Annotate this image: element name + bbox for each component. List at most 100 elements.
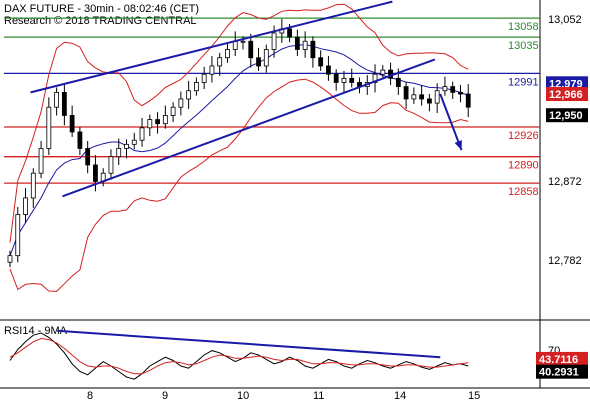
candle-body xyxy=(256,57,261,67)
candle-body xyxy=(419,94,425,100)
candle-body xyxy=(318,57,324,67)
rsi-tag-label: 43.7116 xyxy=(539,354,578,366)
price-axis-ticks: 13,052 12,872 12,782 xyxy=(548,14,582,267)
candle-body xyxy=(326,65,331,75)
moving-average xyxy=(9,43,469,256)
level-label: 13058 xyxy=(508,21,539,33)
trend-line-lower xyxy=(62,58,436,198)
level-label: 12991 xyxy=(508,76,539,88)
y-tick-label: 12,782 xyxy=(548,255,582,267)
price-tag-label: 12,950 xyxy=(549,110,583,122)
candle-body xyxy=(170,106,176,116)
candle-body xyxy=(333,73,339,83)
candle-body xyxy=(147,119,153,129)
candle-body xyxy=(287,28,293,38)
candle-body xyxy=(116,148,122,158)
x-tick-label: 9 xyxy=(162,390,168,400)
candle-body xyxy=(310,40,316,59)
candle-body xyxy=(271,32,277,50)
rsi-line xyxy=(9,332,469,380)
candle-body xyxy=(209,65,215,75)
candle-body xyxy=(139,127,145,141)
candle-body xyxy=(232,40,238,50)
candle-body xyxy=(302,40,308,50)
price-tag-label: 12,966 xyxy=(549,89,583,101)
candle-body xyxy=(411,94,417,100)
candle-body xyxy=(225,49,230,59)
bollinger-upper xyxy=(9,3,469,243)
candle-body xyxy=(458,91,463,95)
rsi-trendline xyxy=(57,329,441,359)
x-tick-label: 8 xyxy=(87,390,93,400)
rsi-ma-line xyxy=(9,337,469,375)
time-axis: 8 9 10 11 14 15 xyxy=(87,390,480,400)
candle-body xyxy=(186,90,192,100)
rsi-series xyxy=(9,329,469,380)
candle-body xyxy=(217,57,223,67)
y-tick-label: 13,052 xyxy=(548,14,582,26)
candle-body xyxy=(155,119,160,125)
candle-body xyxy=(7,255,13,263)
x-tick-label: 10 xyxy=(237,390,249,400)
candle-body xyxy=(69,115,75,133)
price-tag-box xyxy=(546,87,588,102)
candle-body xyxy=(372,73,378,83)
bollinger-lower xyxy=(9,78,469,292)
chart-subtitle: Research © 2018 TRADING CENTRAL xyxy=(4,15,197,27)
trend-channel xyxy=(30,0,463,198)
candle-body xyxy=(395,77,401,87)
forecast-arrow-shaft xyxy=(439,93,463,151)
price-tag-box xyxy=(546,76,588,91)
level-label: 12890 xyxy=(508,160,539,172)
candle-body xyxy=(46,106,52,149)
candle-body xyxy=(403,86,409,100)
candle-body xyxy=(23,197,28,215)
x-tick-label: 14 xyxy=(394,390,406,400)
forecast-arrow-head xyxy=(454,140,462,151)
rsi-tag-box xyxy=(536,351,588,366)
candle-body xyxy=(61,91,67,116)
y-tick-label: 12,872 xyxy=(548,176,582,188)
candle-body xyxy=(349,77,355,83)
candle-body xyxy=(162,115,168,125)
candle-body xyxy=(248,40,254,59)
candle-body xyxy=(54,91,59,108)
candle-body xyxy=(131,139,137,145)
chart-title: DAX FUTURE - 30min - 08:02:46 (CET) xyxy=(4,3,199,15)
x-tick-label: 15 xyxy=(468,390,480,400)
candle-body xyxy=(178,98,184,108)
level-label: 13035 xyxy=(508,40,539,52)
candle-body xyxy=(263,49,269,67)
candle-body xyxy=(38,148,44,174)
price-tag-box xyxy=(546,108,588,123)
trend-line-upper xyxy=(30,0,393,94)
candle-body xyxy=(434,90,440,104)
candle-body xyxy=(85,148,91,166)
candle-body xyxy=(124,143,129,149)
candle-body xyxy=(442,86,448,92)
rsi-tag-box xyxy=(536,364,588,379)
candle-body xyxy=(77,131,83,149)
candle-body xyxy=(15,214,21,257)
candle-body xyxy=(201,73,207,83)
candle-body xyxy=(30,172,36,199)
candle-body xyxy=(108,156,114,174)
rsi-tag-label: 40.2931 xyxy=(539,367,579,379)
candle-body xyxy=(426,98,432,104)
candle-body xyxy=(240,40,246,43)
candle-body xyxy=(93,164,98,182)
level-label: 12926 xyxy=(508,130,539,142)
rsi-title: RSI14 - 9MA xyxy=(4,325,68,337)
candle-body xyxy=(294,36,300,50)
level-label: 12858 xyxy=(508,186,539,198)
x-tick-label: 11 xyxy=(313,390,324,400)
candle-body xyxy=(450,86,456,93)
candle-body xyxy=(193,82,199,92)
candle-body xyxy=(341,77,347,83)
candle-body xyxy=(380,69,386,75)
candlesticks xyxy=(7,18,471,268)
candle-body xyxy=(465,93,471,108)
